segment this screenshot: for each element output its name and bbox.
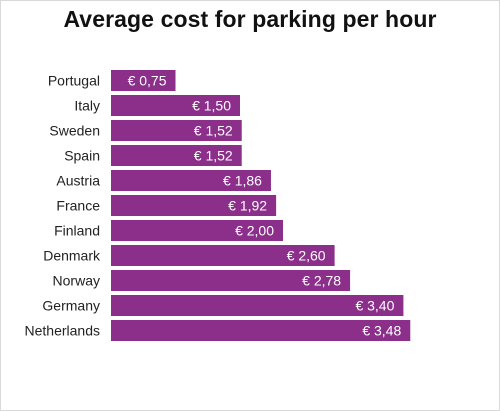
bar-austria xyxy=(111,170,271,191)
category-label-norway: Norway xyxy=(53,273,100,289)
bar-norway xyxy=(111,270,351,291)
value-label-france: € 1,92 xyxy=(228,198,267,214)
value-label-sweden: € 1,52 xyxy=(194,123,233,139)
bar-germany xyxy=(111,295,404,316)
value-label-denmark: € 2,60 xyxy=(287,248,326,264)
category-label-italy: Italy xyxy=(74,98,100,114)
value-label-finland: € 2,00 xyxy=(235,223,274,239)
category-label-spain: Spain xyxy=(64,148,100,164)
bar-finland xyxy=(111,220,283,241)
bar-france xyxy=(111,195,277,216)
bar-denmark xyxy=(111,245,335,266)
bar-netherlands xyxy=(111,320,411,341)
category-label-netherlands: Netherlands xyxy=(25,323,101,339)
value-label-portugal: € 0,75 xyxy=(128,73,167,89)
category-label-austria: Austria xyxy=(56,173,100,189)
category-label-sweden: Sweden xyxy=(49,123,100,139)
value-label-italy: € 1,50 xyxy=(192,98,231,114)
bar-italy xyxy=(111,95,240,116)
category-label-portugal: Portugal xyxy=(48,73,100,89)
bar-sweden xyxy=(111,120,242,141)
bar-spain xyxy=(111,145,242,166)
value-label-germany: € 3,40 xyxy=(355,298,394,314)
category-label-denmark: Denmark xyxy=(43,248,101,264)
category-label-finland: Finland xyxy=(54,223,100,239)
category-label-france: France xyxy=(56,198,100,214)
bar-portugal xyxy=(111,70,176,91)
category-label-germany: Germany xyxy=(42,298,100,314)
chart-title: Average cost for parking per hour xyxy=(63,6,437,32)
value-label-norway: € 2,78 xyxy=(302,273,341,289)
value-label-spain: € 1,52 xyxy=(194,148,233,164)
value-label-austria: € 1,86 xyxy=(223,173,262,189)
value-label-netherlands: € 3,48 xyxy=(362,323,401,339)
